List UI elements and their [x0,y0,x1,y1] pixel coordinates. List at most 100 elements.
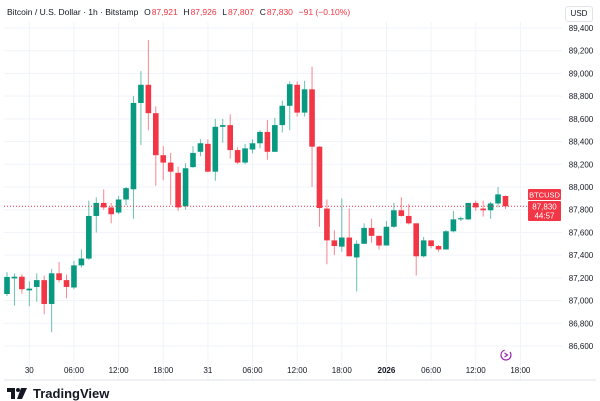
candle-body [93,202,100,216]
candle [115,196,122,215]
candle-body [339,237,345,247]
candle [78,249,85,268]
symbol-title: Bitcoin / U.S. Dollar · 1h · Bitstamp [7,7,139,17]
candle [205,139,211,173]
close-value: 87,830 [266,7,293,17]
candle [413,223,419,276]
low-label: L [222,7,228,17]
candle [502,195,509,209]
candles [4,39,509,333]
price-axis[interactable]: 89,400 89,200 89,000 88,800 88,600 88,400 88,2… [569,24,594,351]
candle [175,166,181,211]
candle-body [205,143,211,172]
candle-body [368,227,375,236]
candle [234,147,241,165]
high-label: H [183,7,190,17]
candle [19,274,25,294]
candle [145,39,152,131]
candle [405,204,412,225]
time-axis[interactable]: 30 06:00 12:00 18:00 31 06:00 12:00 18:00 2026 06… [25,366,531,375]
candle [41,275,47,315]
candle [376,235,382,250]
y-tick-label: 89,200 [569,47,594,56]
x-tick-label: 12:00 [466,366,487,375]
y-tick-label: 87,400 [569,251,594,260]
candle [153,106,159,186]
candle [71,260,77,290]
candle [398,197,405,217]
candle [227,114,233,159]
candle-body [450,219,457,232]
candle-body [11,276,18,279]
candle-body [19,276,25,290]
x-tick-label: 18:00 [510,366,531,375]
y-tick-label: 88,400 [569,138,594,147]
tradingview-logo[interactable]: TradingView [7,386,109,401]
tradingview-logo-icon [7,388,27,399]
price-tag-symbol: BTCUSD [529,191,560,200]
candle-body [160,155,167,163]
candle [487,201,494,219]
candle-body [405,215,412,224]
symbol-legend[interactable]: Bitcoin / U.S. Dollar · 1h · Bitstamp O8… [7,7,351,17]
candle-body [391,210,397,227]
x-tick-label: 31 [203,366,212,375]
candle-body [48,273,55,304]
y-tick-label: 87,800 [569,206,594,215]
candle [324,199,330,265]
y-tick-label: 88,600 [569,115,594,124]
x-tick-label: 06:00 [421,366,442,375]
candle-body [309,89,315,147]
candle-body [376,235,382,246]
candle [450,210,457,233]
candle [63,274,70,299]
candle [480,200,486,217]
candle [11,273,18,306]
candle-body [130,102,137,190]
candle-body [123,188,129,200]
candle-body [153,113,159,156]
candle-body [41,280,47,304]
candle-body [435,246,442,250]
candle-body [458,218,464,220]
candle-body [465,202,472,220]
candle [353,240,360,292]
open-value: 87,921 [151,7,178,17]
currency-button[interactable]: USD [565,6,593,22]
candle [294,81,300,117]
candle [138,71,144,145]
candle [212,118,219,181]
x-tick-label: 18:00 [153,366,174,375]
candle [56,261,62,283]
candle [272,117,278,152]
candle [257,130,263,149]
close-label: C [259,7,266,17]
y-tick-label: 89,400 [569,24,594,33]
time-jump-icon[interactable] [500,349,512,361]
y-tick-label: 87,200 [569,274,594,283]
candle-body [71,265,77,288]
candle-body [212,126,219,172]
candle-body [353,243,360,258]
candle [428,240,434,249]
candle-body [324,208,330,241]
candle-body [272,125,278,152]
grid [4,22,562,380]
candle [264,119,271,160]
candle [331,230,338,256]
candle [48,268,55,333]
candle-body [197,143,204,152]
high-value: 87,926 [190,7,217,17]
candle-body [227,125,233,151]
candle-body [234,150,241,163]
y-tick-label: 87,000 [569,297,594,306]
candle-body [331,240,338,247]
candle [279,100,286,133]
candle-body [346,237,353,257]
candle [123,186,129,206]
candle-body [257,131,263,144]
candle-body [264,131,271,152]
x-tick-label: 18:00 [332,366,353,375]
price-tag: BTCUSD 87,830 44:57 [528,189,561,221]
